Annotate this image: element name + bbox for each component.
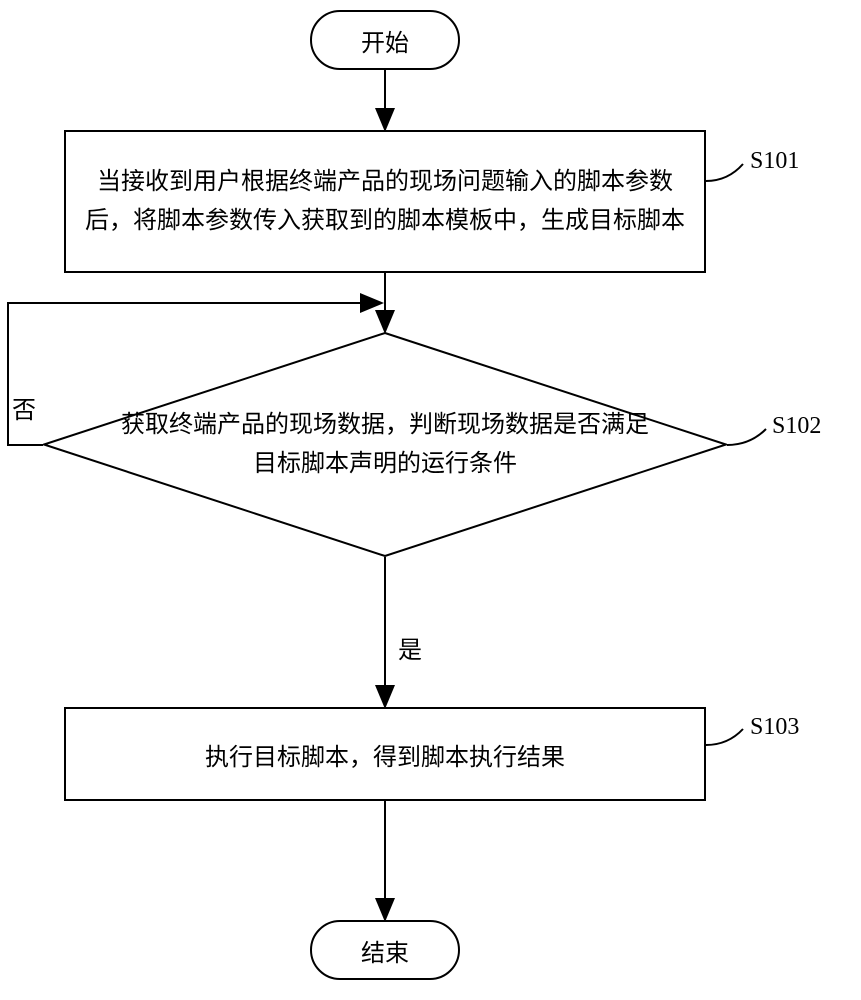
process-s103-text: 执行目标脚本，得到脚本执行结果 xyxy=(205,737,565,772)
start-label: 开始 xyxy=(361,23,409,58)
step-label-s102: S102 xyxy=(772,413,821,440)
edge-label-no: 否 xyxy=(12,390,36,425)
process-s101: 当接收到用户根据终端产品的现场问题输入的脚本参数后，将脚本参数传入获取到的脚本模… xyxy=(64,130,706,273)
connector-s103 xyxy=(706,729,743,745)
decision-s102: 获取终端产品的现场数据，判断现场数据是否满足目标脚本声明的运行条件 xyxy=(43,332,727,557)
start-node: 开始 xyxy=(310,10,460,70)
edge-label-yes: 是 xyxy=(398,630,422,665)
step-label-s101: S101 xyxy=(750,148,799,175)
step-label-s103: S103 xyxy=(750,714,799,741)
connector-s101 xyxy=(706,164,743,181)
process-s103: 执行目标脚本，得到脚本执行结果 xyxy=(64,707,706,801)
decision-s102-text: 获取终端产品的现场数据，判断现场数据是否满足目标脚本声明的运行条件 xyxy=(113,406,657,483)
end-label: 结束 xyxy=(361,933,409,968)
connector-s102 xyxy=(727,429,766,445)
process-s101-text: 当接收到用户根据终端产品的现场问题输入的脚本参数后，将脚本参数传入获取到的脚本模… xyxy=(84,163,686,240)
end-node: 结束 xyxy=(310,920,460,980)
